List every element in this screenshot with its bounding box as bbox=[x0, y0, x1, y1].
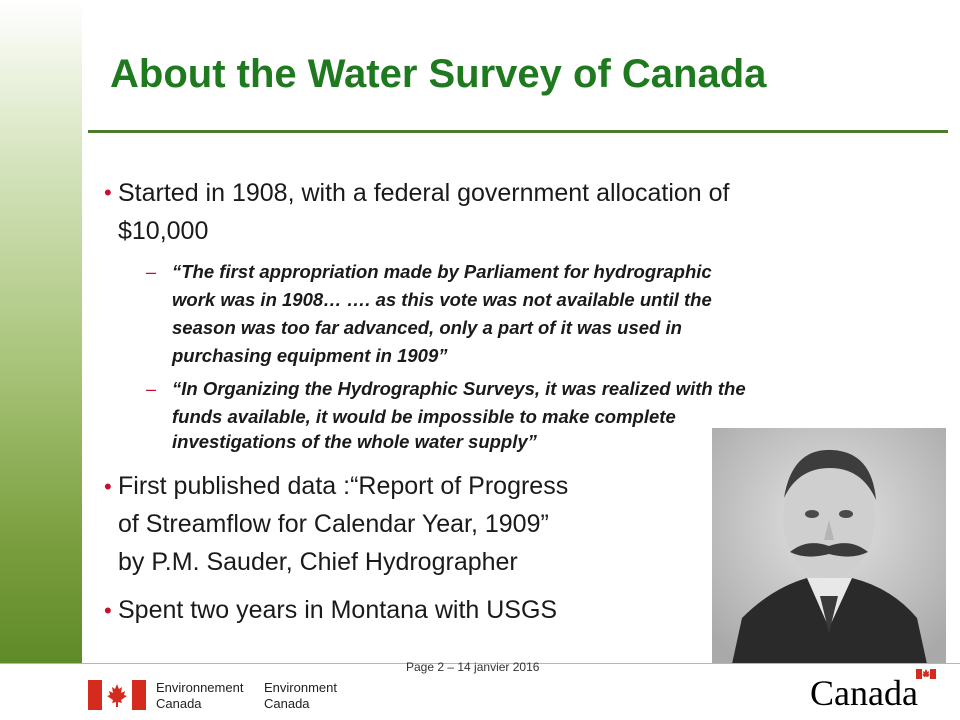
slide-title: About the Water Survey of Canada bbox=[110, 52, 767, 96]
canada-flag-icon bbox=[88, 680, 146, 710]
quote-1-line: “The first appropriation made by Parliam… bbox=[172, 261, 712, 282]
footer-divider bbox=[0, 663, 960, 664]
svg-text:Canada: Canada bbox=[810, 673, 918, 713]
bullet-first-published-cont: of Streamflow for Calendar Year, 1909” bbox=[118, 510, 549, 538]
canada-wordmark-logo: Canada bbox=[810, 669, 936, 713]
bullet-first-published: First published data :“Report of Progres… bbox=[118, 472, 569, 500]
page-label: Page 2 – 14 janvier 2016 bbox=[406, 660, 540, 674]
decorative-side-bar bbox=[0, 0, 82, 663]
quote-1-line: purchasing equipment in 1909” bbox=[172, 345, 448, 366]
title-divider bbox=[88, 130, 948, 133]
sub-bullet-dash: – bbox=[146, 379, 157, 399]
quote-1-line: season was too far advanced, only a part… bbox=[172, 317, 682, 338]
portrait-photo bbox=[712, 428, 946, 664]
bullet-marker: • bbox=[104, 474, 112, 499]
quote-2-line: “In Organizing the Hydrographic Surveys,… bbox=[172, 378, 746, 399]
bullet-marker: • bbox=[104, 180, 112, 205]
quote-1-line: work was in 1908… …. as this vote was no… bbox=[172, 289, 712, 310]
env-canada-fr: Environment Canada bbox=[264, 680, 337, 711]
quote-2-line: investigations of the whole water supply… bbox=[172, 431, 537, 452]
quote-2-line: funds available, it would be impossible … bbox=[172, 406, 676, 427]
bullet-first-published-cont: by P.M. Sauder, Chief Hydrographer bbox=[118, 548, 518, 576]
sub-bullet-dash: – bbox=[146, 262, 157, 282]
bullet-marker: • bbox=[104, 598, 112, 623]
bullet-started-1908-cont: $10,000 bbox=[118, 217, 209, 245]
env-canada-en: Environnement Canada bbox=[156, 680, 244, 711]
bullet-montana: Spent two years in Montana with USGS bbox=[118, 596, 558, 624]
bullet-started-1908: Started in 1908, with a federal governme… bbox=[118, 179, 730, 207]
